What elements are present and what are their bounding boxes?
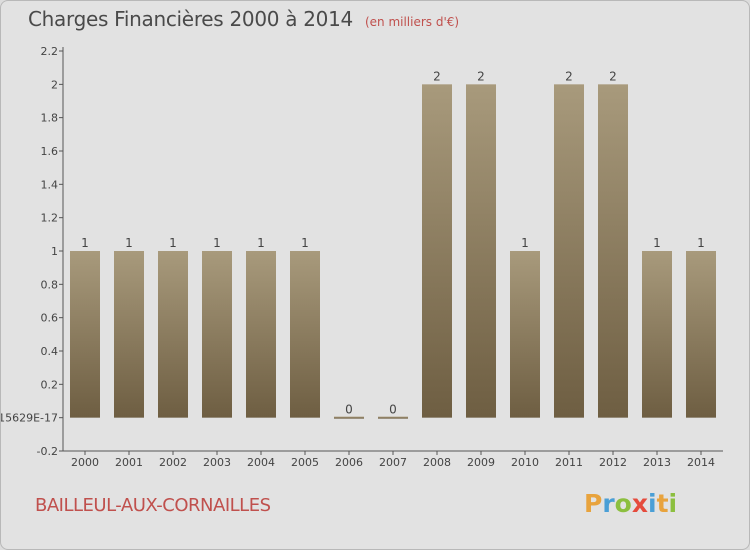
x-tick-label: 2000: [71, 456, 99, 469]
y-tick-label: 1: [51, 245, 58, 258]
bar-value-label: 1: [257, 236, 265, 250]
logo-letter: i: [648, 489, 657, 518]
bar-value-label: 2: [565, 69, 573, 83]
x-tick-label: 2006: [335, 456, 363, 469]
bar: [158, 251, 188, 418]
chart-title: Charges Financières 2000 à 2014 (en milli…: [28, 7, 459, 31]
x-tick-label: 2004: [247, 456, 275, 469]
x-tick-label: 2014: [687, 456, 715, 469]
bar: [510, 251, 540, 418]
bar-value-label: 0: [345, 403, 353, 417]
bar: [466, 84, 496, 418]
proxiti-logo[interactable]: Proxiti: [584, 489, 677, 518]
y-tick-label: 2: [51, 78, 58, 91]
y-tick-label: 1.2: [41, 212, 59, 225]
logo-letter: o: [614, 489, 632, 518]
bar-value-label: 1: [697, 236, 705, 250]
bar: [378, 416, 408, 419]
commune-name: BAILLEUL-AUX-CORNAILLES: [35, 495, 271, 516]
y-tick-label: 2.2: [41, 45, 59, 58]
bar-value-label: 1: [81, 236, 89, 250]
bar: [422, 84, 452, 418]
chart-subtitle: (en milliers d'€): [364, 15, 460, 29]
bar: [114, 251, 144, 418]
logo-letter: r: [602, 489, 615, 518]
x-tick-label: 2007: [379, 456, 407, 469]
y-tick-label: 1.8: [41, 112, 59, 125]
x-tick-label: 2001: [115, 456, 143, 469]
x-tick-label: 2011: [555, 456, 583, 469]
bar: [642, 251, 672, 418]
y-tick-label: 1.4: [41, 178, 59, 191]
bar: [334, 416, 364, 419]
bar-value-label: 1: [213, 236, 221, 250]
x-tick-label: 2013: [643, 456, 671, 469]
bar-value-label: 2: [477, 69, 485, 83]
bar: [202, 251, 232, 418]
x-tick-label: 2005: [291, 456, 319, 469]
x-tick-label: 2003: [203, 456, 231, 469]
x-tick-label: 2012: [599, 456, 627, 469]
bar: [554, 84, 584, 418]
chart-title-text: Charges Financières 2000 à 2014: [28, 7, 353, 31]
x-tick-label: 2009: [467, 456, 495, 469]
logo-letter: x: [631, 489, 648, 518]
bar: [70, 251, 100, 418]
y-tick-label: -15629E-17: [1, 412, 58, 425]
y-tick-label: 1.6: [41, 145, 59, 158]
bar: [686, 251, 716, 418]
y-tick-label: 0.6: [41, 312, 59, 325]
y-tick-label: 0.8: [41, 278, 59, 291]
y-tick-label: 0.4: [41, 345, 59, 358]
bar: [598, 84, 628, 418]
logo-letter: t: [656, 489, 669, 518]
bar-value-label: 1: [301, 236, 309, 250]
bar-value-label: 1: [169, 236, 177, 250]
x-tick-label: 2010: [511, 456, 539, 469]
bar-value-label: 1: [125, 236, 133, 250]
logo-letter: i: [668, 489, 678, 518]
y-tick-label: 0.2: [41, 378, 59, 391]
logo-letter: P: [584, 489, 603, 518]
bar-value-label: 2: [609, 69, 617, 83]
bar-value-label: 2: [433, 69, 441, 83]
x-tick-label: 2002: [159, 456, 187, 469]
bar-value-label: 1: [521, 236, 529, 250]
bar: [290, 251, 320, 418]
bar-value-label: 0: [389, 403, 397, 417]
x-tick-label: 2008: [423, 456, 451, 469]
bar-value-label: 1: [653, 236, 661, 250]
y-tick-label: -0.2: [37, 445, 58, 458]
bar: [246, 251, 276, 418]
